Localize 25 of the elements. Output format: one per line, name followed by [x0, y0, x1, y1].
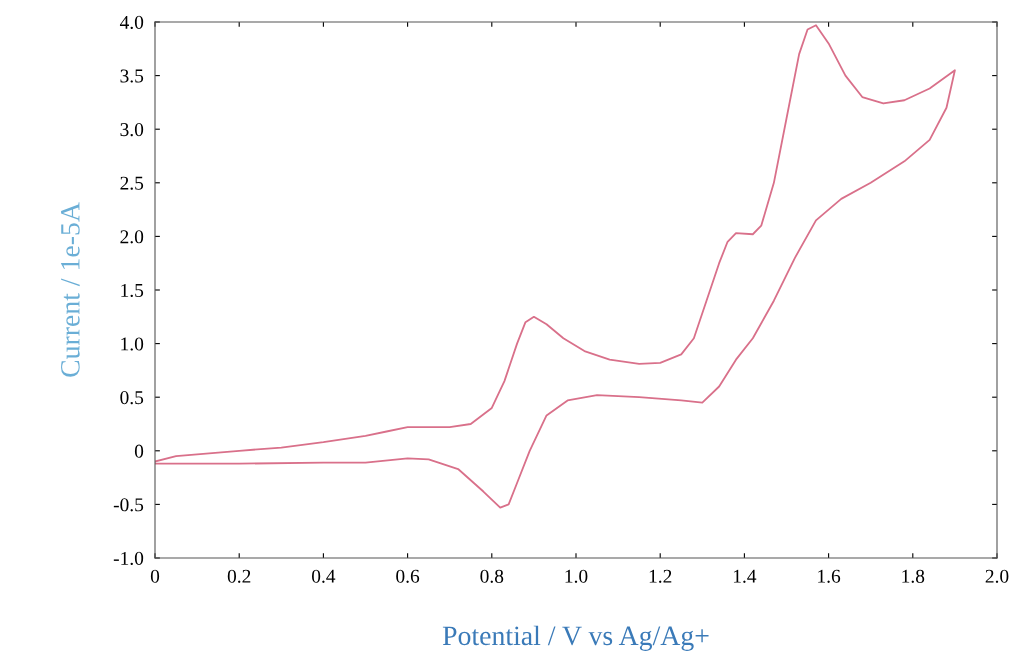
y-tick-label: 0 — [134, 444, 144, 458]
y-tick-label: 1.5 — [121, 283, 144, 298]
x-tick-label: 0.6 — [396, 569, 420, 583]
x-axis-title: Potential / V vs Ag/Ag+ — [442, 625, 709, 651]
y-tick-label: 3.5 — [120, 69, 144, 83]
y-tick-label: 2.0 — [120, 230, 144, 244]
y-tick-label: 4.0 — [119, 15, 144, 30]
y-tick-label: 1.0 — [121, 337, 144, 351]
y-tick-label: -1.0 — [113, 551, 144, 566]
x-tick-label: 1.2 — [649, 569, 672, 583]
y-tick-label: 0.5 — [120, 391, 144, 405]
x-tick-label: 0 — [150, 569, 160, 583]
line-series — [155, 24, 956, 509]
y-tick-label: -0.5 — [113, 498, 144, 512]
x-tick-label: 0.2 — [227, 569, 251, 583]
x-tick-label: 1.6 — [818, 569, 841, 583]
x-tick-label: 1.4 — [733, 569, 757, 583]
y-tick-label: 2.5 — [120, 176, 144, 190]
x-tick-label: 0.8 — [480, 569, 504, 583]
x-tick-label: 2.0 — [985, 569, 1009, 583]
x-tick-label: 0.4 — [311, 569, 336, 583]
y-tick-label: 3.0 — [120, 123, 144, 137]
x-tick-label: 1.0 — [565, 569, 588, 583]
x-tick-label: 1.8 — [902, 569, 925, 583]
y-axis-title: Current / 1e-5A — [61, 202, 80, 377]
